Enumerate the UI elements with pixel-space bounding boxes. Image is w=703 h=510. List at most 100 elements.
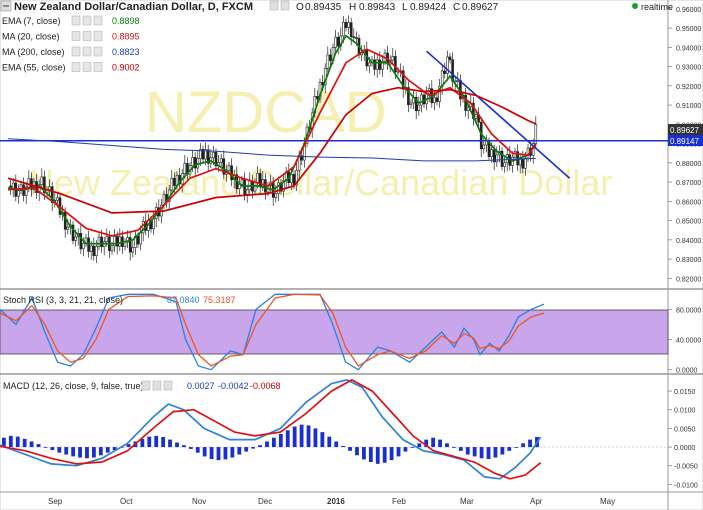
macd-hist-bar	[216, 447, 221, 461]
realtime-label: realtime	[641, 2, 673, 12]
ohlc-c-label: C	[453, 2, 460, 13]
macd-hist-bar	[237, 447, 242, 455]
macd-hist-bar	[64, 447, 69, 455]
candle-body	[82, 243, 85, 250]
macd-hist-bar	[285, 430, 290, 448]
macd-hist-bar	[223, 447, 228, 460]
legend-value: 0.9002	[112, 63, 140, 73]
legend-value: 0.8895	[112, 32, 140, 42]
candle-body	[256, 173, 259, 183]
macd-hide-icon[interactable]	[152, 380, 162, 391]
watermark-name: New Zealand Dollar/Canadian Dollar	[28, 162, 612, 203]
candle-body	[230, 165, 233, 181]
candle-body	[87, 237, 90, 252]
title-settings-icon[interactable]	[269, 0, 279, 11]
time-label: Apr	[530, 497, 543, 506]
candle-body	[378, 59, 382, 70]
candle-body	[74, 236, 77, 241]
time-label: 2016	[327, 497, 345, 506]
macd-hist-bar	[382, 447, 387, 463]
candle-body	[495, 154, 499, 163]
legend-control-icon	[71, 62, 81, 72]
candle-body	[524, 157, 527, 169]
candle-body	[295, 170, 298, 186]
legend-control-icon	[93, 62, 103, 72]
macd-hist-bar	[272, 437, 276, 448]
series-line-ema-7-close	[7, 34, 537, 245]
macd-tick-label: -0.0050	[674, 464, 698, 471]
candle-body	[128, 237, 132, 253]
legend-value: 0.8898	[112, 16, 140, 26]
macd-hist-bar	[209, 447, 214, 460]
candle-body	[71, 224, 75, 241]
chart-header: New Zealand Dollar/Canadian Dollar, D, F…	[0, 0, 673, 13]
candle-body	[521, 159, 525, 169]
legend-control-icon	[82, 15, 92, 26]
macd-hist-bar	[334, 441, 339, 448]
price-tick-label: 0.91000	[676, 103, 701, 110]
candle-body	[261, 179, 265, 187]
hline-price-value: 0.89147	[670, 137, 699, 146]
candle-body	[63, 212, 67, 230]
ohlc-o-value: 0.89435	[305, 2, 342, 13]
legend-control-icon	[82, 46, 92, 57]
candle-body	[222, 158, 226, 175]
time-axis: Sep Oct Nov Dec 2016 Feb Mar Apr May	[48, 497, 615, 506]
macd-hist-bar	[521, 443, 526, 448]
macd-hist-bar	[36, 444, 41, 448]
price-axis: 0.96000 0.95000 0.94000 0.93000 0.92000 0.910…	[668, 7, 701, 489]
legend-control-icon	[71, 46, 81, 57]
time-label: Oct	[120, 497, 133, 506]
last-price-value: 0.89627	[670, 126, 699, 135]
candle-body	[492, 149, 496, 163]
legend-control-icon	[71, 15, 81, 26]
price-tick-label: 0.96000	[676, 7, 701, 14]
macd-hist-bar	[265, 441, 269, 448]
candle-body	[50, 186, 54, 203]
macd-settings-icon[interactable]	[141, 380, 151, 391]
candle-body	[414, 97, 418, 112]
candle-body	[105, 236, 109, 243]
macd-hist-bar	[514, 447, 519, 448]
macd-hist-bar	[50, 447, 55, 451]
macd-hist-bar	[292, 426, 297, 448]
price-tick-label: 0.92000	[676, 84, 701, 91]
macd-close-icon[interactable]	[163, 380, 173, 391]
candle-body	[300, 155, 304, 161]
candle-body	[534, 124, 538, 144]
legend-control-icon	[93, 15, 103, 26]
candle-body	[349, 22, 353, 38]
macd-hist-bar	[348, 447, 352, 451]
macd-hist-bar	[472, 447, 477, 457]
candle-body	[396, 70, 400, 73]
candle-body	[206, 149, 210, 164]
macd-hist-bar	[278, 434, 283, 448]
candle-body	[518, 159, 522, 166]
stoch-pane	[0, 293, 545, 371]
macd-hist-bar	[29, 441, 34, 448]
candle-body	[394, 56, 397, 73]
candle-body	[352, 36, 356, 39]
macd-hist-bar	[389, 447, 394, 461]
candle-body	[56, 197, 59, 201]
macd-hist-bar	[71, 447, 76, 457]
macd-hist-bar	[465, 447, 470, 455]
price-pane	[0, 15, 668, 264]
candle-body	[474, 114, 478, 119]
macd-hist-bar	[258, 445, 262, 448]
macd-hist-bar	[78, 447, 82, 458]
macd-hist-bar	[528, 439, 532, 448]
time-label: Sep	[48, 497, 63, 506]
candle-body	[391, 56, 395, 61]
title-hide-icon[interactable]	[280, 0, 290, 11]
time-label: Mar	[460, 497, 474, 506]
candle-body	[212, 152, 215, 159]
candle-body	[368, 62, 371, 67]
candle-body	[490, 149, 493, 157]
candle-body	[355, 37, 358, 39]
macd-header: MACD (12, 26, close, 9, false, true) 0.0…	[3, 380, 281, 391]
macd-hist-bar	[230, 447, 235, 458]
candle-body	[126, 237, 129, 243]
